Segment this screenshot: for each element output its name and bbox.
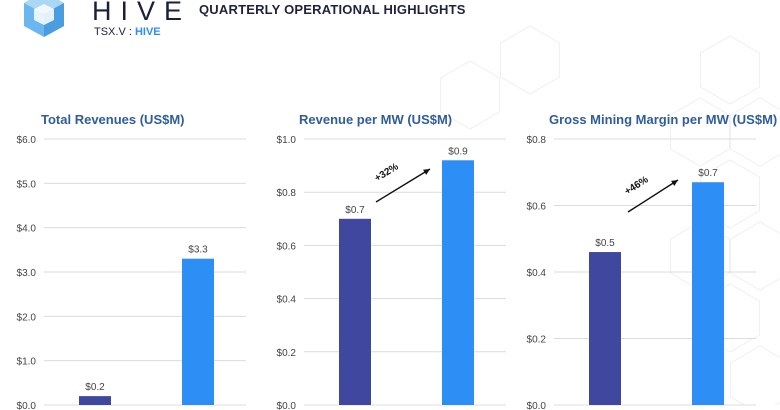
y-tick-label: $0.0 (527, 401, 547, 410)
brand-wordmark: HIVE (92, 0, 192, 26)
growth-arrow-head (423, 169, 430, 175)
bar-value-label: $0.2 (85, 382, 105, 393)
growth-arrow-head (671, 180, 678, 186)
bar-value-label: $0.7 (698, 168, 718, 179)
bar (79, 396, 111, 405)
chart-title-gross-margin-per-mw: Gross Mining Margin per MW (US$M) (549, 112, 778, 127)
y-tick-label: $0.6 (527, 202, 547, 213)
background-hexagon (500, 25, 560, 95)
background-hexagon (670, 97, 730, 167)
bar (589, 252, 621, 405)
y-tick-label: $5.0 (17, 179, 37, 190)
y-tick-label: $0.6 (277, 241, 297, 252)
bar-value-label: $3.3 (188, 245, 208, 256)
chart-gross-margin-per-mw: $0.0 $0.2 $0.4 $0.6 $0.8 $0.5 $0.7 +46% (527, 135, 756, 410)
y-tick-label: $4.0 (17, 224, 37, 235)
background-hexagon (730, 345, 780, 405)
background-hexagon (730, 97, 780, 167)
background-hexagon (730, 221, 780, 291)
background-hexagon (700, 159, 760, 229)
bar (339, 218, 371, 405)
growth-label: +46% (623, 174, 651, 197)
y-tick-label: $3.0 (17, 268, 37, 279)
y-tick-label: $6.0 (17, 135, 37, 146)
y-tick-label: $0.4 (277, 295, 297, 306)
hive-logo (24, 0, 64, 37)
growth-arrow (627, 179, 679, 213)
y-tick-label: $0.4 (527, 268, 547, 279)
bar-value-label: $0.5 (595, 238, 615, 249)
bar-value-label: $0.9 (448, 146, 468, 157)
bar (692, 182, 724, 405)
background-hexagon (700, 35, 760, 105)
ticker-prefix: TSX.V : (94, 26, 135, 38)
y-tick-label: $0.8 (277, 188, 297, 199)
y-tick-label: $1.0 (277, 135, 297, 146)
y-tick-label: $2.0 (17, 312, 37, 323)
background-hexagon (440, 60, 500, 130)
page-headline: QUARTERLY OPERATIONAL HIGHLIGHTS (199, 2, 466, 17)
y-tick-label: $0.2 (527, 335, 547, 346)
chart-title-total-revenues: Total Revenues (US$M) (41, 112, 185, 127)
growth-arrow (375, 168, 431, 203)
growth-label: +32% (373, 161, 401, 184)
y-tick-label: $0.0 (17, 401, 37, 410)
y-tick-label: $0.8 (527, 135, 547, 146)
y-tick-label: $1.0 (17, 357, 37, 368)
chart-title-revenue-per-mw: Revenue per MW (US$M) (299, 112, 453, 127)
bar (442, 160, 474, 405)
y-tick-label: $0.2 (277, 348, 297, 359)
y-tick-label: $0.0 (277, 401, 297, 410)
ticker-symbol: HIVE (134, 26, 161, 38)
chart-revenue-per-mw: $0.0 $0.2 $0.4 $0.6 $0.8 $1.0 $0.7 $0.9 +32% (277, 135, 506, 410)
bar-value-label: $0.7 (345, 205, 365, 216)
bar (182, 258, 214, 405)
chart-total-revenues: $0.0 $1.0 $2.0 $3.0 $4.0 $5.0 $6.0 $0.2 $3.3 (17, 135, 246, 410)
ticker-line: TSX.V : HIVE (94, 26, 161, 38)
